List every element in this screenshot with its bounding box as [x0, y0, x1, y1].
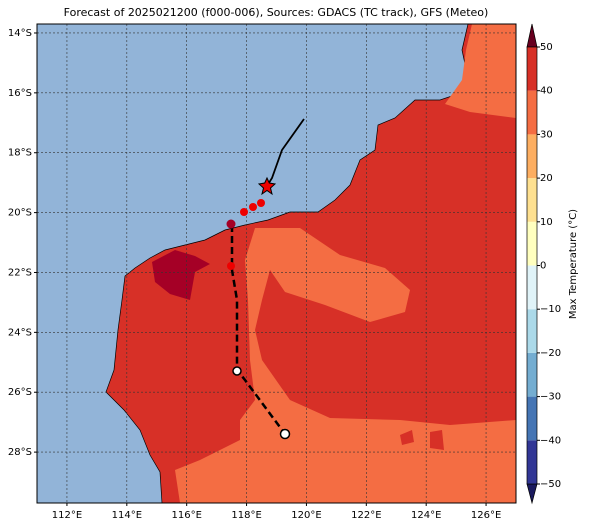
colorbar-label: Max Temperature (°C) — [568, 209, 579, 319]
lat-tick-label: 28°S — [8, 447, 32, 458]
colorbar-band — [527, 178, 537, 222]
colorbar-tick-label: 10 — [540, 217, 553, 228]
colorbar-extend — [526, 483, 538, 505]
lat-tick-label: 24°S — [8, 327, 32, 338]
colorbar-tick-label: 20 — [540, 173, 553, 184]
lon-tick-label: 112°E — [52, 510, 82, 521]
colorbar-band — [527, 352, 537, 397]
storm-symbol — [257, 199, 265, 207]
lon-tick-label: 116°E — [171, 510, 201, 521]
map-frame — [36, 23, 517, 504]
lon-tick-label: 114°E — [112, 510, 142, 521]
lon-tick-label: 126°E — [471, 510, 501, 521]
colorbar-extend — [526, 23, 538, 48]
storm-symbol — [249, 203, 257, 211]
lat-tick-label: 14°S — [8, 28, 32, 39]
colorbar-tick-label: 50 — [540, 42, 553, 53]
colorbar-tick-label: 0 — [540, 261, 546, 272]
colorbar-tick-label: 30 — [540, 129, 553, 140]
colorbar-band — [527, 440, 537, 484]
hot-region — [152, 250, 210, 300]
warm-region — [400, 430, 444, 450]
warm-region — [445, 24, 516, 118]
colorbar-band — [527, 90, 537, 135]
lat-tick-label: 16°S — [8, 88, 32, 99]
colorbar-tick-label: −30 — [540, 392, 561, 403]
colorbar: −50 −40 −30 −20 −10 0 10 20 30 40 50 — [526, 23, 561, 505]
forecast-point — [232, 366, 242, 376]
lon-tick-label: 120°E — [291, 510, 321, 521]
lon-tick-label: 118°E — [231, 510, 261, 521]
lat-tick-label: 26°S — [8, 387, 32, 398]
colorbar-tick-label: −40 — [540, 435, 561, 446]
title: Forecast of 2025021200 (f000-006), Sourc… — [64, 6, 489, 19]
current-position — [257, 176, 277, 196]
colorbar-band — [527, 309, 537, 353]
colorbar-tick-label: −10 — [540, 304, 561, 315]
colorbar-band — [527, 221, 537, 266]
lon-tick-label: 124°E — [411, 510, 441, 521]
lat-tick-label: 18°S — [8, 148, 32, 159]
map — [37, 24, 516, 503]
colorbar-band — [527, 396, 537, 441]
colorbar-band — [527, 47, 537, 91]
colorbar-tick-label: −20 — [540, 348, 561, 359]
storm-symbol — [240, 208, 248, 216]
lon-tick-label: 122°E — [351, 510, 381, 521]
forecast-point — [279, 428, 291, 440]
storm-symbol — [227, 262, 235, 270]
colorbar-band — [527, 265, 537, 310]
lat-tick-label: 20°S — [8, 208, 32, 219]
colorbar-tick-label: −50 — [540, 479, 561, 490]
colorbar-tick-label: 40 — [540, 86, 553, 97]
colorbar-band — [527, 134, 537, 179]
storm-symbol — [226, 219, 236, 229]
observed-track — [266, 118, 305, 187]
lat-tick-label: 22°S — [8, 267, 32, 278]
